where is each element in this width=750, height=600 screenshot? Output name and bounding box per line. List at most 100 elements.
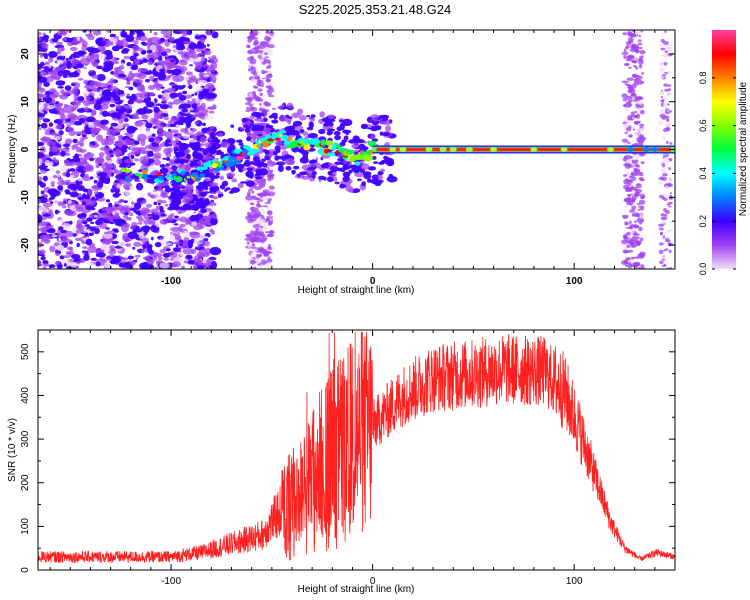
spectrogram-scatter-cell xyxy=(171,198,182,206)
spectrogram-noise-cell xyxy=(628,179,632,182)
spectrogram-noise-cell xyxy=(152,191,158,196)
spectrogram-noise-cell xyxy=(57,226,64,231)
snr-y-tick-label: 300 xyxy=(20,430,31,447)
spectrogram-scatter-cell xyxy=(353,169,360,174)
spectrogram-noise-cell xyxy=(621,93,628,99)
spectrogram-noise-cell xyxy=(267,44,275,49)
spectrogram-scatter-cell xyxy=(285,114,290,118)
spectrogram-noise-cell xyxy=(41,43,49,49)
spectrogram-noise-cell xyxy=(266,200,271,205)
spectrogram-noise-cell xyxy=(62,38,67,42)
spectrogram-noise-cell xyxy=(131,222,138,227)
spectrogram-noise-cell xyxy=(628,88,636,94)
spectrogram-noise-cell xyxy=(46,138,53,146)
spectrogram-noise-cell xyxy=(57,47,65,52)
spectrogram-noise-cell xyxy=(169,251,178,259)
spectrogram-noise-cell xyxy=(625,257,631,261)
spectrogram-noise-cell xyxy=(69,212,73,215)
spectrogram-scatter-cell xyxy=(249,175,254,179)
spectrogram-noise-cell xyxy=(148,36,161,46)
colorbar-tick-label: 0.4 xyxy=(698,167,708,180)
spectrogram-noise-cell xyxy=(91,74,99,79)
spectrogram-noise-cell xyxy=(205,83,215,90)
spectrogram-scatter-cell xyxy=(312,175,316,179)
spectrogram-noise-cell xyxy=(195,86,203,92)
spectrogram-noise-cell xyxy=(157,187,164,192)
spectrogram-noise-cell xyxy=(260,155,263,159)
spectrogram-noise-cell xyxy=(634,121,639,125)
spectrogram-scatter-cell xyxy=(193,206,198,210)
spectrogram-noise-cell xyxy=(625,63,630,66)
spectrogram-scatter-cell xyxy=(175,154,180,158)
spectrogram-scatter-cell xyxy=(204,142,212,148)
snr-data xyxy=(38,331,675,564)
spectrogram-scatter-cell xyxy=(302,152,309,160)
spectrogram-noise-cell xyxy=(640,30,644,33)
spectrogram-noise-cell xyxy=(134,59,141,64)
spectrogram-noise-cell xyxy=(81,40,88,48)
steady-line-break xyxy=(606,147,614,152)
spectrogram-noise-cell xyxy=(626,159,632,164)
spectrogram-noise-cell xyxy=(127,255,134,260)
spectrogram-noise-cell xyxy=(659,260,664,264)
spectrogram-noise-cell xyxy=(44,160,51,164)
spectrogram-scatter-cell xyxy=(226,172,236,178)
spectrogram-noise-cell xyxy=(636,217,645,224)
spectrogram-noise-cell xyxy=(102,185,109,190)
spectrogram-scatter-cell xyxy=(318,175,326,180)
spectrogram-noise-cell xyxy=(624,123,630,128)
spectrogram-noise-cell xyxy=(164,48,172,53)
spectrogram-scatter-cell xyxy=(171,188,176,191)
spectrogram-noise-cell xyxy=(635,30,641,36)
spectrogram-noise-cell xyxy=(182,230,190,238)
spectrogram-noise-cell xyxy=(141,89,146,94)
spectrogram-noise-cell xyxy=(88,124,95,128)
spectrogram-noise-cell xyxy=(629,238,634,243)
spectrogram-noise-cell xyxy=(169,59,175,62)
spectrogram-noise-cell xyxy=(67,199,72,205)
spectrogram-scatter-cell xyxy=(204,198,210,204)
spectrogram-noise-cell xyxy=(113,67,120,72)
spectrogram-noise-cell xyxy=(95,164,100,169)
snr-ticks: -100 0 100 0 100 200 300 400 500 xyxy=(20,329,676,587)
spectrogram-noise-cell xyxy=(46,229,53,233)
spectrogram-noise-cell xyxy=(93,179,98,184)
spectrogram-noise-cell xyxy=(122,215,129,219)
snr-x-label: Height of straight line (km) xyxy=(298,584,415,595)
spectrogram-scatter-cell xyxy=(370,178,379,185)
spectrogram-noise-cell xyxy=(72,233,77,237)
spectrogram-noise-cell xyxy=(633,58,639,61)
spectrogram-noise-cell xyxy=(153,80,159,86)
spectrogram-noise-cell xyxy=(182,133,190,139)
spectrogram-scatter-cell xyxy=(195,198,204,206)
spectrogram-scatter-cell xyxy=(342,139,346,144)
colorbar-tick-label: 0.2 xyxy=(698,215,708,228)
spectrogram-noise-cell xyxy=(105,154,112,161)
spectrogram-noise-cell xyxy=(75,146,83,153)
spectrogram-noise-cell xyxy=(65,118,72,122)
spectrogram-noise-cell xyxy=(117,204,124,211)
spectrogram-noise-cell xyxy=(151,236,154,241)
spectrogram-noise-cell xyxy=(206,258,212,263)
spectrogram-noise-cell xyxy=(247,39,252,43)
snr-series-line xyxy=(38,331,675,564)
spectrogram-noise-cell xyxy=(626,77,634,81)
spectrogram-noise-cell xyxy=(625,186,630,192)
colorbar-label: Normalized spectral amplitude xyxy=(738,81,749,216)
spectrogram-noise-cell xyxy=(661,216,668,220)
spectrogram-noise-cell xyxy=(38,127,42,130)
spectrogram-noise-cell xyxy=(639,222,643,225)
spectrogram-noise-cell xyxy=(206,43,210,47)
spectrogram-noise-cell xyxy=(183,116,193,125)
spectrogram-ridge-cell xyxy=(241,149,248,154)
spectrogram-noise-cell xyxy=(188,259,195,265)
spectrogram-noise-cell xyxy=(177,226,183,232)
spectrogram-scatter-cell xyxy=(294,125,304,131)
spectrogram-noise-cell xyxy=(65,37,73,43)
spectrogram-noise-cell xyxy=(213,202,217,206)
spectrogram-noise-cell xyxy=(200,208,206,214)
spectrogram-noise-cell xyxy=(165,138,172,143)
spectrogram-noise-cell xyxy=(211,213,218,219)
spectrogram-noise-cell xyxy=(82,221,88,225)
spectrogram-noise-cell xyxy=(204,50,212,56)
